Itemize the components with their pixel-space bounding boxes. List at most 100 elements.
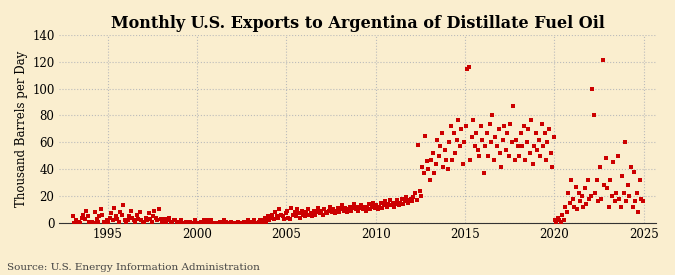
Point [182, 221, 193, 225]
Point [564, 200, 575, 205]
Point [216, 221, 227, 225]
Point [615, 205, 626, 209]
Point [490, 135, 501, 139]
Point [469, 144, 480, 148]
Point [460, 124, 471, 128]
Point [209, 221, 219, 225]
Point [387, 200, 398, 205]
Point [194, 221, 205, 225]
Point [130, 219, 140, 224]
Point [325, 205, 335, 209]
Point [112, 217, 123, 221]
Point [394, 203, 404, 208]
Point [311, 210, 322, 214]
Point [294, 211, 304, 216]
Point [557, 213, 568, 217]
Point [240, 221, 251, 225]
Point [416, 194, 427, 198]
Point [505, 121, 516, 126]
Point [237, 221, 248, 225]
Point [590, 191, 601, 196]
Point [131, 213, 142, 217]
Point [610, 199, 620, 204]
Point [371, 203, 382, 208]
Point [612, 153, 623, 158]
Point [360, 209, 371, 213]
Point [620, 140, 630, 145]
Point [444, 140, 455, 145]
Point [74, 219, 84, 224]
Point [242, 221, 252, 225]
Point [221, 219, 232, 224]
Point [186, 221, 197, 225]
Point [174, 221, 185, 225]
Point [579, 186, 590, 190]
Point [383, 202, 394, 206]
Point [634, 178, 645, 182]
Point [551, 221, 562, 225]
Point [69, 221, 80, 225]
Y-axis label: Thousand Barrels per Day: Thousand Barrels per Day [15, 51, 28, 207]
Point [587, 86, 597, 91]
Point [408, 195, 419, 200]
Point [82, 214, 93, 218]
Point [86, 219, 97, 224]
Point [575, 199, 586, 204]
Point [159, 217, 170, 221]
Point [142, 218, 153, 222]
Point [580, 202, 591, 206]
Point [566, 178, 577, 182]
Point [80, 209, 91, 213]
Point [290, 214, 301, 218]
Point [499, 124, 510, 128]
Point [217, 221, 228, 225]
Point [148, 214, 159, 218]
Point [111, 214, 122, 218]
Point [138, 221, 149, 225]
Point [283, 215, 294, 220]
Point [583, 178, 593, 182]
Point [484, 121, 495, 126]
Point [279, 217, 290, 221]
Point [545, 151, 556, 155]
Point [295, 215, 306, 220]
Point [594, 164, 605, 169]
Point [338, 209, 349, 213]
Point [85, 221, 96, 225]
Point [633, 210, 644, 214]
Point [119, 218, 130, 222]
Point [92, 219, 103, 224]
Point [275, 213, 286, 217]
Point [512, 144, 523, 148]
Point [206, 218, 217, 222]
Point [562, 210, 572, 214]
Point [621, 199, 632, 204]
Point [375, 200, 386, 205]
Point [405, 197, 416, 201]
Point [358, 207, 369, 212]
Point [578, 205, 589, 209]
Point [410, 191, 421, 196]
Point [374, 205, 385, 209]
Point [395, 200, 406, 205]
Point [433, 153, 444, 158]
Point [627, 205, 638, 209]
Point [337, 203, 348, 208]
Point [302, 207, 313, 212]
Point [75, 221, 86, 225]
Point [84, 219, 95, 224]
Point [464, 158, 475, 162]
Point [231, 221, 242, 225]
Point [103, 219, 114, 224]
Point [185, 219, 196, 224]
Point [191, 221, 202, 225]
Point [146, 219, 157, 224]
Point [502, 131, 513, 135]
Point [365, 207, 376, 212]
Point [332, 206, 343, 210]
Point [68, 214, 78, 218]
Point [614, 197, 624, 201]
Point [343, 207, 354, 212]
Point [529, 144, 539, 148]
Point [532, 148, 543, 153]
